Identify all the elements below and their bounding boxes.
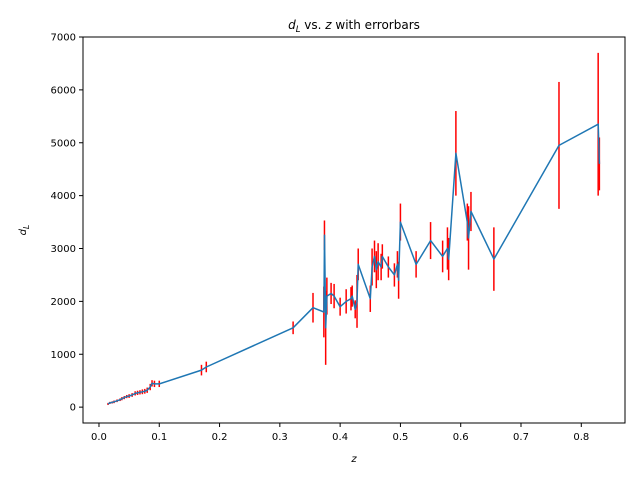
y-axis-label: dL: [18, 225, 31, 236]
x-tick-label: 0.1: [151, 432, 167, 443]
x-tick-label: 0.3: [272, 432, 288, 443]
x-axis-ticks: 0.0 0.1 0.2 0.3 0.4 0.5 0.6 0.7 0.8: [91, 423, 589, 443]
x-axis-label: z: [350, 454, 357, 465]
x-tick-label: 0.6: [453, 432, 469, 443]
x-tick-label: 0.5: [392, 432, 408, 443]
x-tick-label: 0.4: [332, 432, 348, 443]
y-tick-label: 4000: [51, 191, 76, 202]
y-tick-label: 5000: [51, 138, 76, 149]
y-tick-label: 1000: [51, 350, 76, 361]
series-line: [107, 123, 601, 405]
y-tick-label: 0: [70, 403, 76, 414]
x-tick-label: 0.7: [513, 432, 529, 443]
y-tick-label: 2000: [51, 297, 76, 308]
x-tick-label: 0.8: [573, 432, 589, 443]
chart-title: dL vs. z with errorbars: [288, 18, 420, 35]
errorbars-group: [107, 52, 601, 406]
plot-frame: [82, 36, 626, 424]
y-tick-label: 7000: [51, 33, 76, 44]
x-tick-label: 0.0: [91, 432, 107, 443]
y-tick-label: 6000: [51, 85, 76, 96]
y-tick-label: 3000: [51, 244, 76, 255]
y-axis-ticks: 0 1000 2000 3000 4000 5000 6000 7000: [51, 33, 83, 414]
x-tick-label: 0.2: [212, 432, 228, 443]
